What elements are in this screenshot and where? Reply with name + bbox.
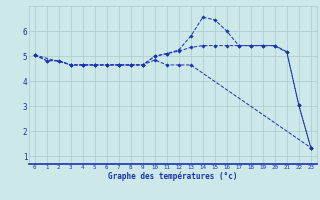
X-axis label: Graphe des températures (°c): Graphe des températures (°c)	[108, 172, 237, 181]
